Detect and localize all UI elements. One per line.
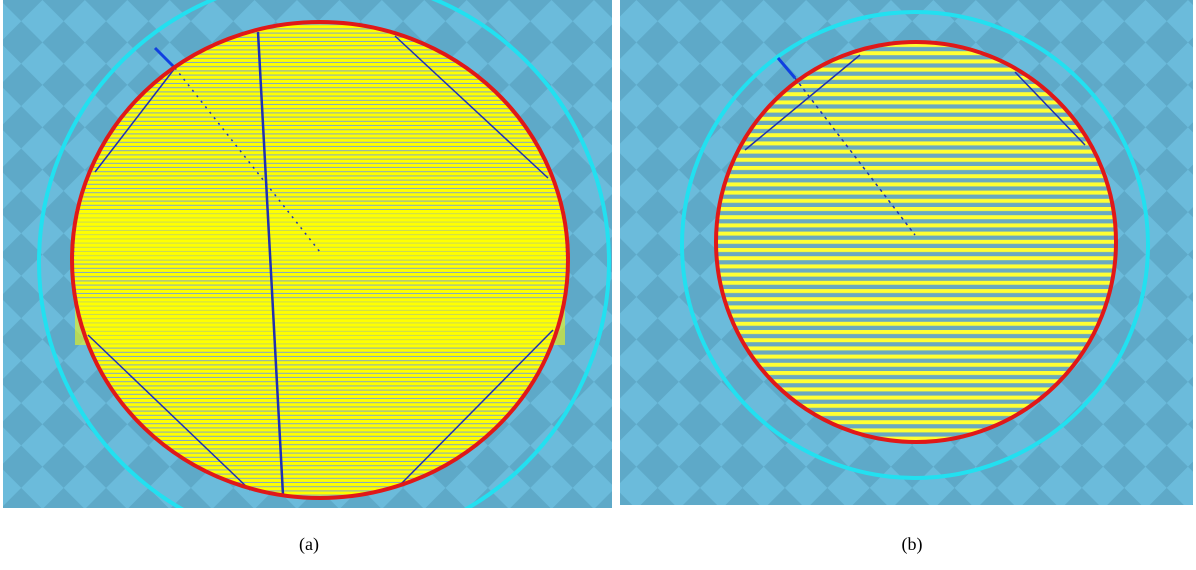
panel-a — [3, 0, 612, 547]
caption: (a) — [299, 534, 319, 555]
figure: (a) (b) — [0, 0, 1196, 570]
caption: (b) — [902, 534, 923, 555]
panel-b — [620, 0, 1193, 505]
